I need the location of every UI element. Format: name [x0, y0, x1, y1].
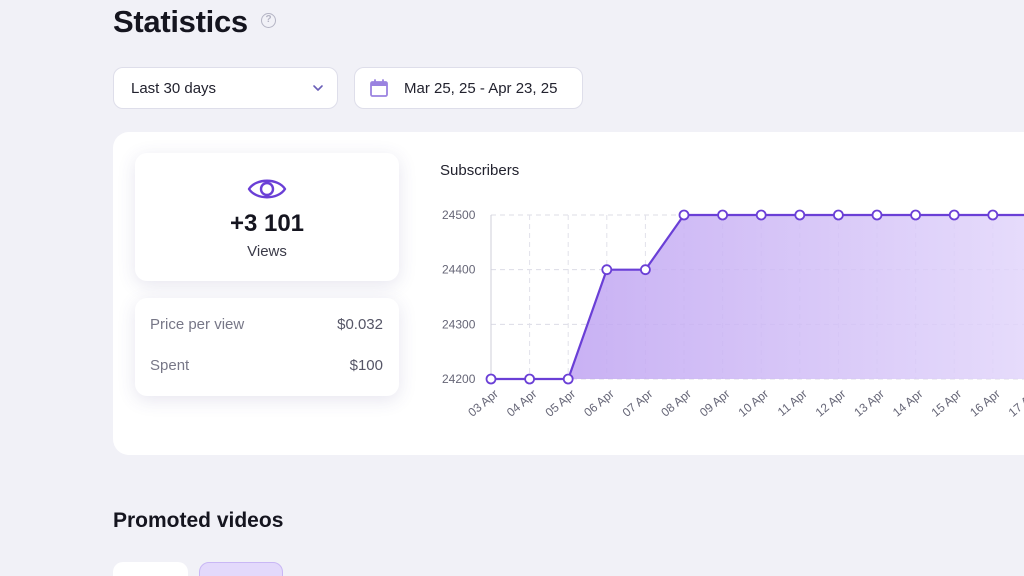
x-tick-label: 07 Apr	[620, 387, 656, 420]
data-point	[832, 209, 844, 221]
data-point	[485, 373, 497, 385]
x-tick-label: 15 Apr	[929, 387, 965, 420]
eye-icon	[247, 179, 287, 199]
section-title-promoted-videos: Promoted videos	[113, 509, 284, 532]
x-tick-label: 17 Apr	[1006, 387, 1024, 420]
views-label: Views	[247, 243, 287, 260]
views-value: +3 101	[229, 210, 305, 237]
promoted-tab-1[interactable]	[113, 562, 188, 576]
spent-row: Spent $100	[150, 357, 383, 377]
x-tick-label: 14 Apr	[890, 387, 926, 420]
x-tick-label: 11 Apr	[775, 387, 810, 419]
period-select[interactable]: Last 30 days	[113, 67, 338, 109]
y-tick-label: 24200	[442, 372, 476, 386]
data-point	[910, 209, 922, 221]
x-tick-label: 08 Apr	[658, 387, 694, 420]
data-point	[601, 264, 613, 276]
spent-value: $100	[349, 357, 383, 374]
x-tick-label: 04 Apr	[504, 387, 540, 420]
x-tick-label: 13 Apr	[851, 387, 887, 420]
chevron-down-icon	[313, 85, 323, 91]
y-tick-label: 24400	[442, 263, 476, 277]
x-tick-label: 03 Apr	[465, 387, 501, 420]
period-select-value: Last 30 days	[131, 79, 217, 97]
data-point	[562, 373, 574, 385]
price-per-view-value: $0.032	[337, 316, 383, 333]
x-tick-label: 10 Apr	[736, 387, 772, 420]
calendar-icon	[370, 79, 388, 97]
views-card: +3 101 Views	[135, 153, 399, 281]
price-per-view-row: Price per view $0.032	[150, 316, 383, 336]
data-point	[755, 209, 767, 221]
x-tick-label: 16 Apr	[967, 387, 1003, 420]
series-area	[491, 215, 1024, 379]
x-tick-label: 06 Apr	[581, 387, 617, 420]
date-range-value: Mar 25, 25 - Apr 23, 25	[404, 79, 558, 97]
price-per-view-label: Price per view	[150, 316, 245, 333]
data-point	[639, 264, 651, 276]
page-title: Statistics	[113, 4, 248, 39]
data-point	[871, 209, 883, 221]
promoted-tab-2[interactable]	[199, 562, 283, 576]
data-point	[678, 209, 690, 221]
chart-title: Subscribers	[440, 162, 520, 179]
data-point	[794, 209, 806, 221]
x-tick-label: 09 Apr	[697, 387, 733, 420]
data-point	[987, 209, 999, 221]
subscribers-chart: 24200 24300 24400 24500 03 Apr 04 Apr 05 Apr 06…	[442, 208, 1024, 420]
date-range-picker[interactable]: Mar 25, 25 - Apr 23, 25	[354, 67, 583, 109]
question-circle-icon[interactable]: ?	[261, 13, 276, 28]
spent-label: Spent	[150, 357, 190, 374]
data-point	[717, 209, 729, 221]
y-tick-label: 24300	[442, 317, 476, 331]
cost-card: Price per view $0.032 Spent $100	[135, 298, 399, 396]
x-tick-label: 05 Apr	[543, 387, 579, 420]
y-tick-label: 24500	[442, 208, 476, 222]
x-tick-label: 12 Apr	[813, 387, 849, 420]
data-point	[524, 373, 535, 385]
data-point	[948, 209, 960, 221]
